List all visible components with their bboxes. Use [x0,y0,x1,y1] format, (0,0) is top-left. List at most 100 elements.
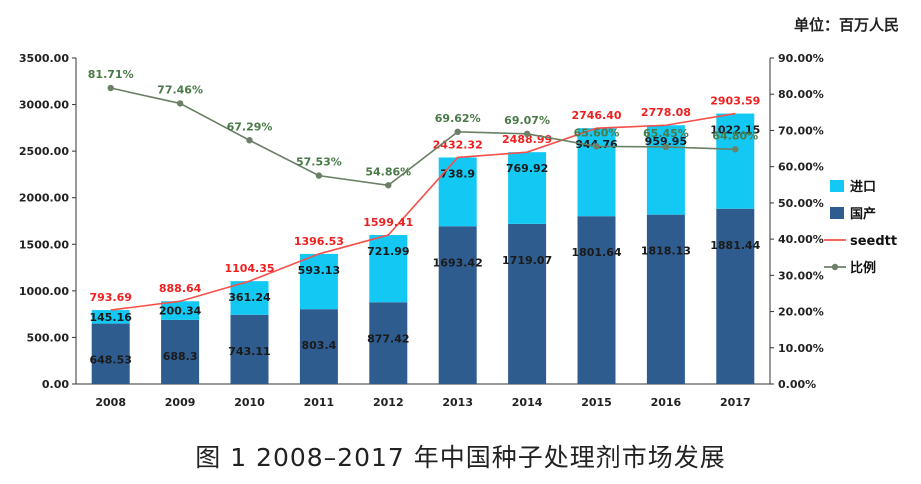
data-label-ratio: 77.46% [157,83,203,96]
bar-import [369,235,408,303]
bar-import [299,253,338,310]
x-tick-label: 2012 [373,396,404,409]
bar-domestic [299,309,338,384]
data-label-ratio: 65.45% [643,127,689,140]
legend-marker-ratio [831,263,839,271]
y-tick-label-right: 90.00% [778,52,824,65]
bar-import [161,301,200,320]
bar-label-domestic: 1719.07 [502,254,552,267]
point-ratio [732,146,739,153]
figure-caption: 图 1 2008–2017 年中国种子处理剂市场发展 [195,443,726,472]
bar-domestic [577,216,616,384]
y-tick-label-right: 10.00% [778,342,824,355]
bar-import [577,128,616,217]
y-tick-label-left: 0.00 [42,378,69,391]
bar-domestic [91,323,130,384]
y-tick-label-right: 60.00% [778,161,824,174]
legend-swatch-domestic [830,207,844,219]
bar-label-import: 769.92 [506,162,548,175]
data-label-ratio: 57.53% [296,156,342,169]
bar-label-domestic: 1693.42 [433,256,483,269]
data-label-total: 1104.35 [224,262,274,275]
data-label-ratio: 65.60% [574,126,620,139]
y-tick-label-right: 70.00% [778,124,824,137]
data-label-total: 2746.40 [571,109,621,122]
y-tick-label-right: 0.00% [778,378,816,391]
y-tick-label-left: 3500.00 [19,52,69,65]
bar-domestic [716,208,755,384]
bar-label-domestic: 1881.44 [710,239,760,252]
bar-label-import: 1022.15 [710,124,760,137]
bar-label-import: 738.9 [440,167,475,180]
data-label-ratio: 64.80% [712,129,758,142]
legend-label-ratio: 比例 [850,260,876,276]
bar-domestic [230,314,269,384]
bar-domestic [646,214,685,384]
data-label-total: 1396.53 [294,235,344,248]
legend-label-domestic: 国产 [850,206,876,222]
x-tick-label: 2015 [581,396,612,409]
bar-domestic [508,223,547,384]
y-tick-label-right: 20.00% [778,306,824,319]
data-label-total: 888.64 [159,282,202,295]
bar-import [438,157,477,227]
bar-import [646,125,685,215]
point-ratio [523,130,531,138]
bar-label-import: 361.24 [228,291,271,304]
y-tick-label-left: 1500.00 [19,238,69,251]
x-tick-label: 2013 [442,396,473,409]
point-ratio [454,128,461,136]
y-tick-label-left: 2000.00 [19,192,69,205]
x-tick-label: 2014 [512,396,543,409]
chart: 0.00 500.00 1000.00 1500.00 2000.00 2500.00 30… [19,52,897,409]
y-tick-label-right: 40.00% [778,233,824,246]
bar-label-import: 593.13 [298,264,340,277]
x-tick-label: 2010 [234,396,265,409]
point-ratio [385,182,392,189]
legend-label-total: seedtt [850,234,897,249]
y-tick-label-right: 30.00% [778,269,824,282]
point-ratio [662,143,670,151]
bar-domestic [369,302,408,384]
bar-label-import: 959.95 [645,135,687,148]
bar-domestic [438,226,477,384]
bar-import [230,281,269,315]
legend-label-import: 进口 [850,180,876,195]
series-line-ratio [110,87,736,187]
point-ratio [107,84,114,92]
y-tick-label-right: 80.00% [778,88,824,101]
data-label-ratio: 67.29% [227,120,273,133]
point-ratio [176,100,184,107]
y-tick-label-left: 500.00 [27,331,70,344]
bar-domestic [161,319,200,384]
bar-label-domestic: 877.42 [367,332,409,345]
y-tick-label-left: 3000.00 [19,99,69,112]
x-tick-label: 2008 [95,396,126,409]
data-label-total: 2903.59 [710,95,760,108]
data-label-ratio: 69.62% [435,112,481,125]
series-line-total [110,112,736,311]
bar-import [716,113,755,209]
y-tick-label-left: 1000.00 [19,285,69,298]
bar-label-domestic: 803.4 [302,339,337,352]
x-tick-label: 2017 [720,396,751,409]
bar-label-domestic: 743.11 [228,345,270,358]
data-label-ratio: 69.07% [504,114,550,127]
y-tick-label-left: 2500.00 [19,145,69,158]
data-label-total: 2778.08 [641,106,691,119]
x-tick-label: 2009 [165,396,196,409]
bar-label-domestic: 688.3 [163,350,198,363]
x-tick-label: 2011 [304,396,335,409]
y-tick-label-right: 50.00% [778,197,824,210]
point-ratio [315,172,323,179]
bar-label-domestic: 648.53 [89,354,131,367]
bar-label-import: 145.16 [89,311,132,324]
point-ratio [593,143,600,150]
data-label-total: 793.69 [89,291,131,304]
bar-label-import: 200.34 [159,305,202,318]
bar-label-import: 721.99 [367,245,409,258]
bar-import [508,152,547,224]
bar-import [91,310,130,324]
point-ratio [246,137,253,144]
